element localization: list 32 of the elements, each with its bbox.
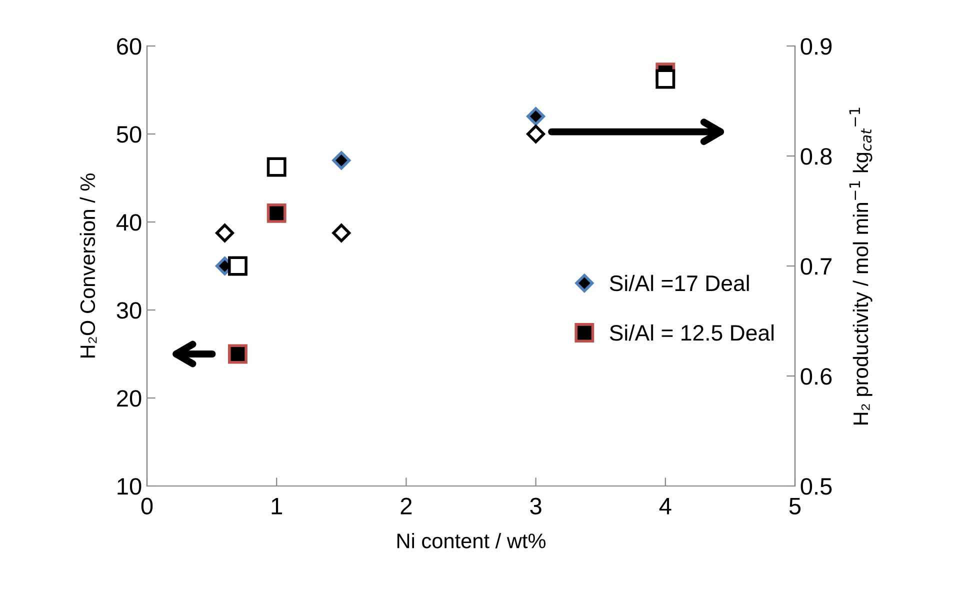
- point: [266, 157, 286, 177]
- point: [656, 69, 676, 89]
- y-tick-label: 20: [117, 390, 142, 407]
- y2-tick-label: 0.6: [800, 368, 832, 385]
- x-tick-label: 3: [530, 498, 542, 514]
- point: [332, 151, 351, 170]
- y-tick-label: 60: [117, 38, 142, 55]
- point: [228, 344, 248, 364]
- legend-label: Si/Al = 12.5 Deal: [610, 324, 774, 341]
- point: [526, 124, 546, 144]
- x-tick-label: 4: [659, 498, 672, 514]
- y2-tick-label: 0.5: [800, 478, 832, 495]
- x-tick-label: 0: [141, 498, 153, 514]
- legend-label: Si/Al =17 Deal: [610, 274, 749, 292]
- y2-axis-title: H₂ productivity / mol min$^{−1}$ kg$_{cat}$$^{−1}$: [849, 108, 872, 424]
- y2-tick-label: 0.8: [800, 148, 832, 165]
- y2-tick-label: 0.9: [800, 38, 832, 55]
- y2-tick-label: 0.7: [800, 258, 832, 275]
- point: [216, 224, 234, 242]
- x-tick-label: 2: [400, 498, 412, 514]
- x-tick-label: 5: [789, 498, 801, 514]
- y-axis-title: H₂O Conversion / %: [80, 174, 97, 358]
- point: [332, 224, 351, 242]
- point: [266, 203, 286, 223]
- point: [228, 256, 248, 276]
- point: [526, 107, 546, 126]
- x-axis-title: Ni content / wt%: [397, 533, 546, 548]
- y-tick-label: 30: [116, 302, 142, 319]
- y-tick-label: 50: [116, 126, 142, 143]
- y-tick-label: 10: [118, 478, 142, 495]
- y-tick-label: 40: [116, 214, 142, 231]
- x-tick-label: 1: [272, 498, 282, 514]
